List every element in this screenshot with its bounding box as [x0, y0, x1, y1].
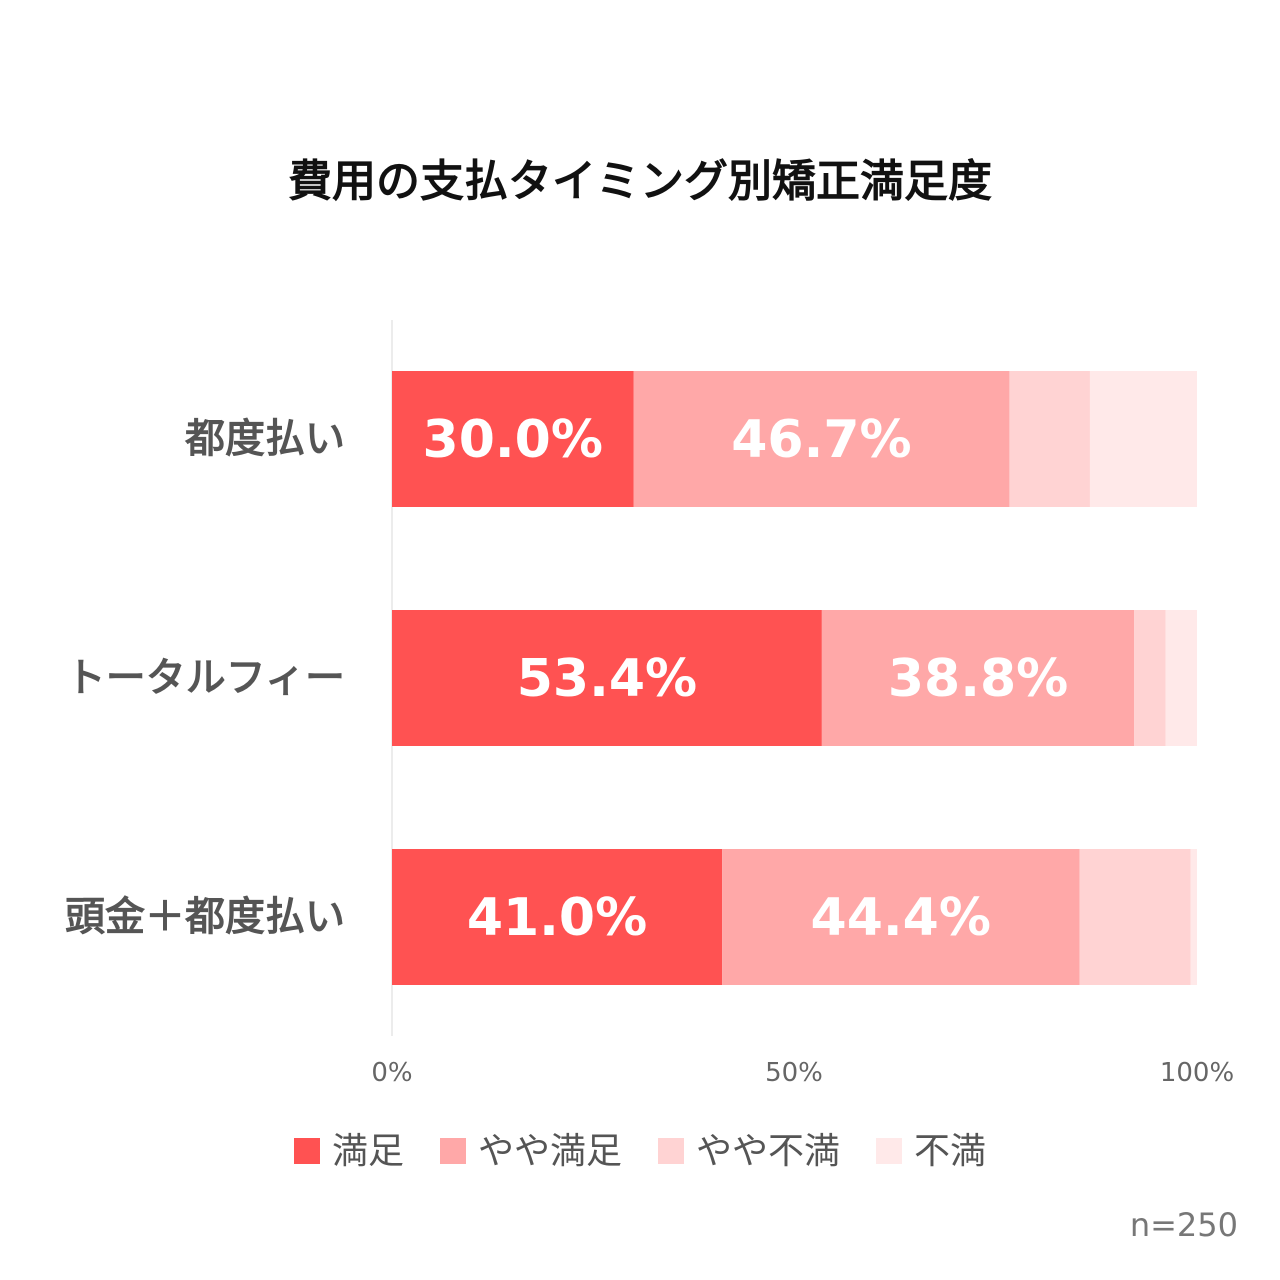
bar-segment-s1-c2 [722, 849, 1080, 985]
bar-segment-s0-c0 [392, 371, 634, 507]
category-label-1: トータルフィー [65, 655, 345, 701]
data-label-s0-c2: 41.0% [467, 888, 647, 948]
legend-label-somewhat-dissatisfied: やや不満 [696, 1131, 841, 1172]
x-tick-label-0: 0% [371, 1058, 413, 1088]
legend-item-somewhat-dissatisfied: やや不満 [658, 1122, 840, 1174]
legend-label-satisfied: 満足 [331, 1131, 404, 1172]
data-label-s1-c2: 44.4% [811, 888, 991, 948]
legend-swatch-somewhat-dissatisfied [658, 1138, 684, 1164]
data-label-s0-c1: 53.4% [517, 649, 697, 709]
legend-item-somewhat-satisfied: やや満足 [439, 1122, 622, 1174]
legend-swatch-somewhat-satisfied [439, 1138, 466, 1164]
bar-segment-s2-c1 [1134, 610, 1166, 746]
category-label-2: 頭金＋都度払い [65, 894, 345, 940]
sample-size-note: n=250 [1129, 1206, 1238, 1244]
bar-segment-s0-c2 [392, 849, 723, 985]
bar-segment-s3-c2 [1190, 849, 1197, 985]
bar-segment-s1-c1 [821, 610, 1135, 746]
legend-item-satisfied: 満足 [293, 1122, 404, 1174]
data-label-s1-c0: 46.7% [731, 410, 911, 470]
x-tick-label-1: 50% [765, 1058, 823, 1088]
bar-segment-s2-c2 [1079, 849, 1191, 985]
bar-segment-s1-c0 [633, 371, 1010, 507]
legend-swatch-dissatisfied [876, 1138, 903, 1164]
legend: 満足 やや満足 やや不満 不満 [0, 1122, 1280, 1174]
data-label-s0-c0: 30.0% [423, 410, 603, 470]
legend-label-somewhat-satisfied: やや満足 [477, 1131, 622, 1172]
category-label-0: 都度払い [185, 416, 345, 462]
legend-item-dissatisfied: 不満 [876, 1122, 986, 1174]
data-label-s1-c1: 38.8% [888, 649, 1068, 709]
bar-segment-s0-c1 [392, 610, 822, 746]
x-tick-label-2: 100% [1159, 1058, 1235, 1088]
bar-group: 30.0% 46.7% 53.4% 38.8% 41.0% 44.4% [392, 371, 1197, 985]
chart-title: 費用の支払タイミング別矯正満足度 [288, 156, 992, 207]
bar-segment-s3-c0 [1089, 371, 1197, 507]
legend-swatch-satisfied [293, 1138, 320, 1164]
bar-segment-s3-c1 [1165, 610, 1197, 746]
legend-label-dissatisfied: 不満 [914, 1131, 987, 1172]
bar-segment-s2-c0 [1009, 371, 1090, 507]
